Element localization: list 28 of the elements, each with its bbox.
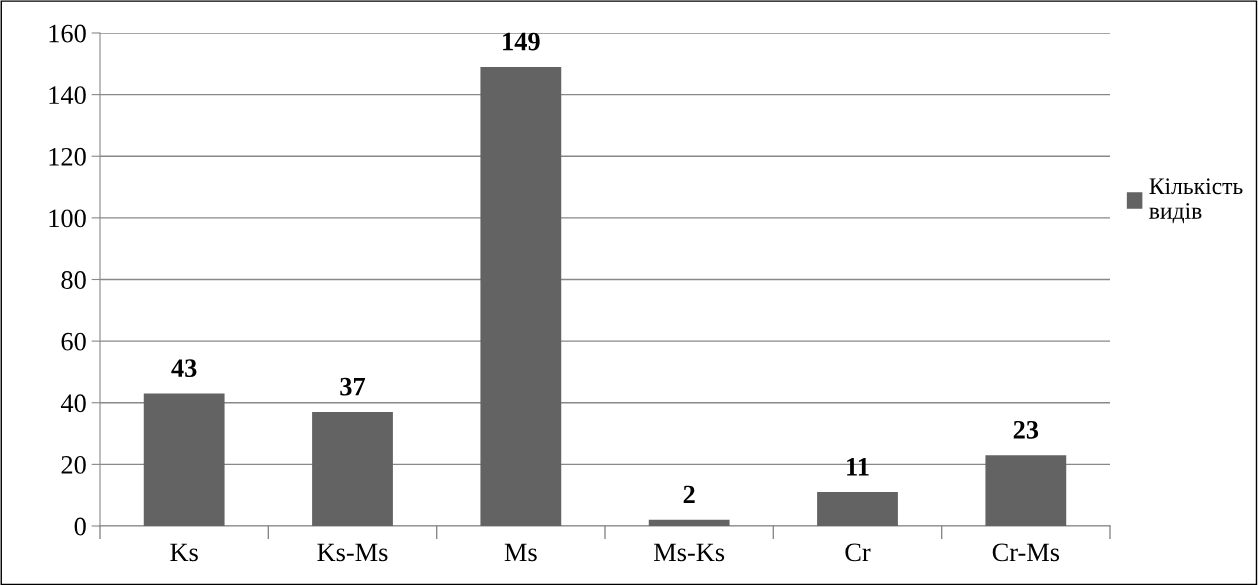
bar bbox=[312, 411, 393, 526]
bar bbox=[985, 455, 1067, 526]
y-tick-label: 20 bbox=[61, 455, 86, 474]
data-label: 149 bbox=[503, 32, 540, 51]
y-tick-label: 80 bbox=[61, 271, 86, 289]
data-label: 11 bbox=[847, 457, 869, 476]
data-label: 23 bbox=[1013, 420, 1039, 439]
x-tick-label: Ms-Ks bbox=[654, 543, 725, 562]
y-tick-label: 0 bbox=[74, 517, 86, 536]
y-tick-label: 100 bbox=[49, 209, 86, 228]
bar bbox=[648, 519, 730, 526]
y-tick-label: 40 bbox=[60, 394, 86, 413]
y-tick-label: 120 bbox=[49, 147, 86, 166]
x-tick-label: Cr-Ms bbox=[992, 543, 1060, 562]
x-tick-label: Ks-Ms bbox=[317, 543, 388, 562]
y-tick-label: 60 bbox=[61, 332, 86, 351]
data-label: 43 bbox=[171, 359, 197, 378]
data-label: 2 bbox=[683, 485, 695, 504]
y-tick-label: 140 bbox=[49, 86, 86, 105]
bar bbox=[143, 393, 225, 526]
legend-label: Кількість видів bbox=[1149, 178, 1243, 224]
data-label: 37 bbox=[340, 377, 366, 396]
x-tick-label: Cr bbox=[845, 543, 871, 562]
x-tick-label: Ks bbox=[170, 543, 198, 562]
y-tick-label: 160 bbox=[49, 24, 86, 43]
bar bbox=[817, 492, 898, 526]
bar bbox=[480, 66, 562, 526]
x-tick-label: Ms bbox=[504, 543, 537, 562]
